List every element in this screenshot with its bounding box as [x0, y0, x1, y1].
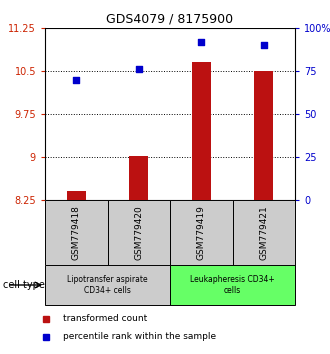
Bar: [129, 156, 148, 200]
Bar: [170, 265, 295, 305]
Title: GDS4079 / 8175900: GDS4079 / 8175900: [107, 12, 234, 25]
Text: Leukapheresis CD34+
cells: Leukapheresis CD34+ cells: [190, 275, 275, 295]
Bar: [233, 200, 295, 265]
Text: GSM779418: GSM779418: [72, 205, 81, 260]
Text: Lipotransfer aspirate
CD34+ cells: Lipotransfer aspirate CD34+ cells: [67, 275, 148, 295]
Bar: [45, 265, 170, 305]
Bar: [67, 192, 85, 200]
Text: GSM779421: GSM779421: [259, 205, 268, 260]
Bar: [170, 200, 233, 265]
Bar: [108, 200, 170, 265]
Point: [74, 77, 79, 82]
Bar: [254, 71, 273, 200]
Point: [136, 67, 141, 72]
Text: GSM779419: GSM779419: [197, 205, 206, 260]
Bar: [45, 200, 108, 265]
Point: [199, 39, 204, 45]
Point: [261, 42, 266, 48]
Text: cell type: cell type: [3, 280, 45, 290]
Bar: [192, 62, 211, 200]
Text: percentile rank within the sample: percentile rank within the sample: [63, 332, 216, 341]
Text: transformed count: transformed count: [63, 314, 147, 323]
Text: GSM779420: GSM779420: [134, 205, 143, 260]
